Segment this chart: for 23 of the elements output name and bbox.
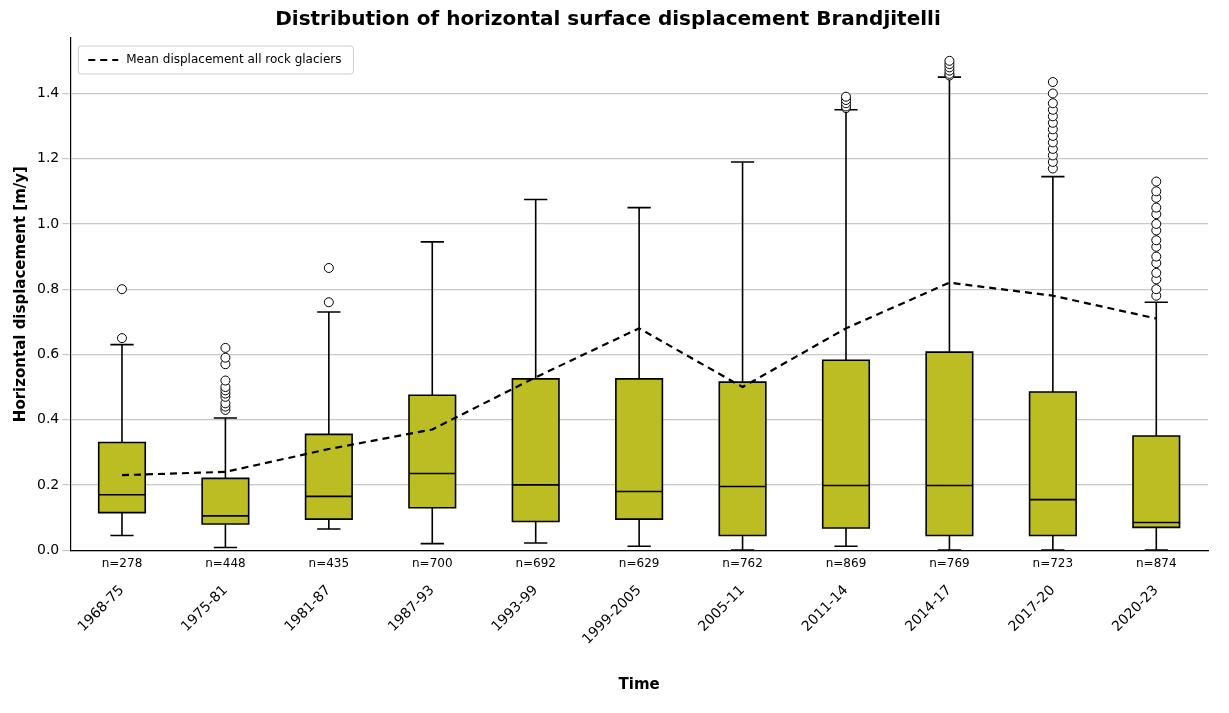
text: n=278 [101, 556, 143, 571]
text: n=448 [205, 556, 246, 571]
legend-label: Mean displacement all rock glaciers [126, 52, 342, 67]
y-tick-label: 0.2 [37, 475, 60, 492]
y-tick-label: 1.2 [37, 149, 60, 166]
text: n=435 [308, 556, 350, 571]
y-tick-label: 0.8 [37, 279, 60, 296]
text: n=762 [722, 556, 763, 571]
y-axis-title: Horizontal displacement [m/y] [10, 166, 29, 423]
text: n=874 [1136, 556, 1177, 571]
text: n=700 [411, 556, 453, 571]
chart-title: Distribution of horizontal surface displacement Brandjitelli [275, 6, 941, 31]
y-tick-label: 1.4 [37, 84, 60, 101]
text: n=869 [825, 556, 867, 571]
x-axis-title: Time [618, 674, 660, 693]
y-tick-label: 0.6 [37, 345, 60, 362]
text: n=629 [618, 556, 660, 571]
text: n=723 [1032, 556, 1074, 571]
text: n=692 [515, 556, 556, 571]
y-tick-label: 0.4 [37, 410, 60, 427]
y-tick-label: 1.0 [37, 214, 60, 231]
y-tick-label: 0.0 [37, 540, 60, 557]
text: n=769 [929, 556, 970, 571]
